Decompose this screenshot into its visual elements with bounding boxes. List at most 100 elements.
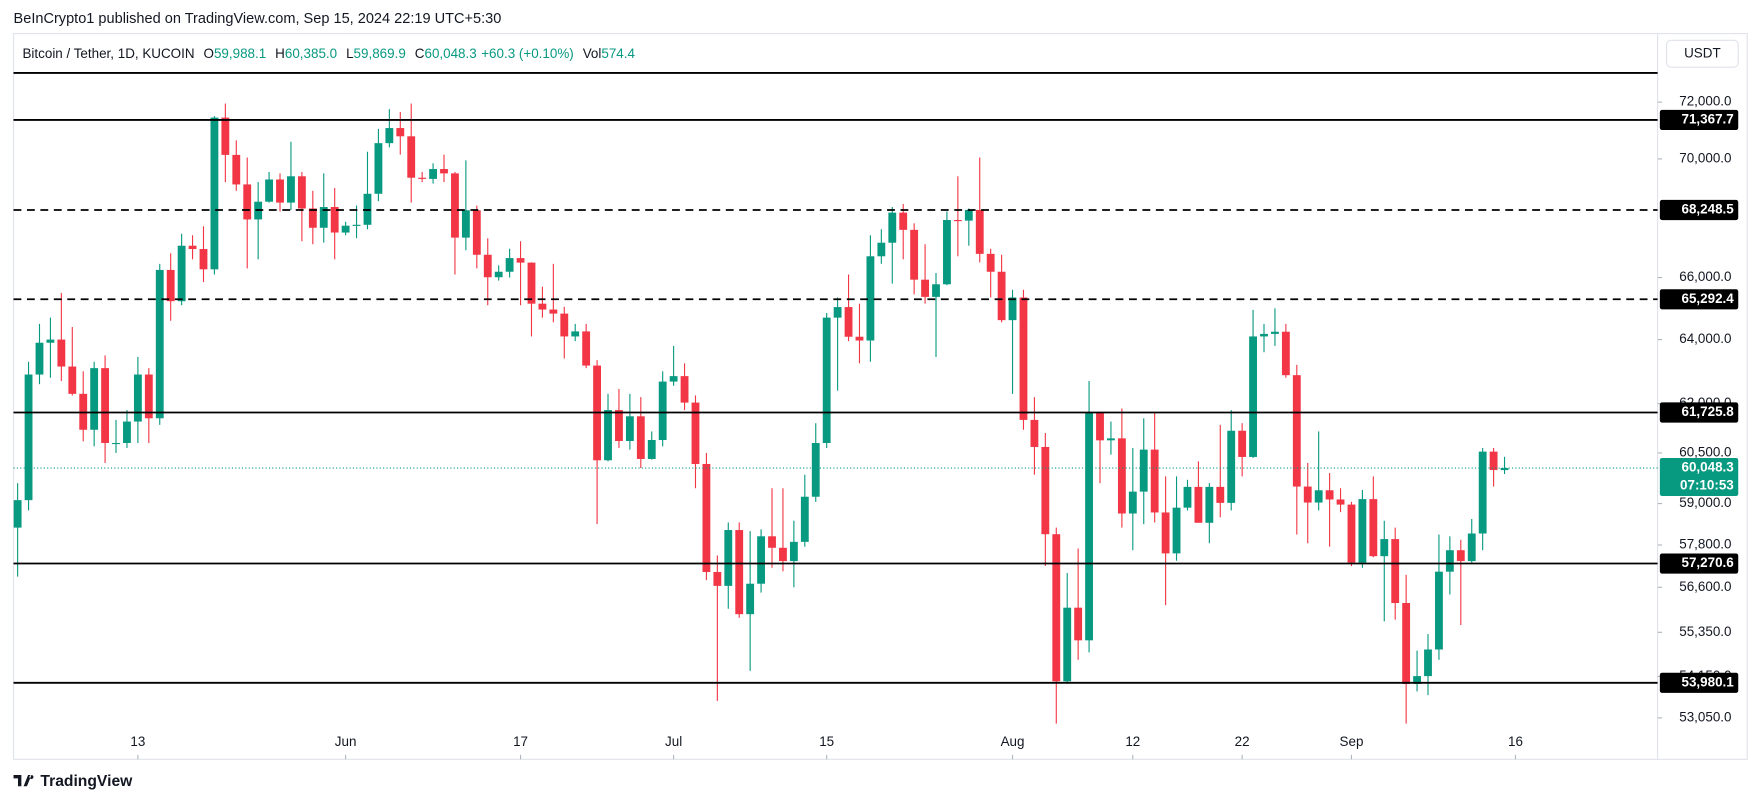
candle-body xyxy=(1445,550,1454,572)
candle-body xyxy=(1489,451,1498,471)
y-tick-label: 53,050.0 xyxy=(1679,709,1731,724)
candle-body xyxy=(647,439,656,459)
logo-mark xyxy=(13,775,34,787)
x-tick-label: 12 xyxy=(1125,734,1140,749)
candle-body xyxy=(330,207,339,233)
countdown: 07:10:53 xyxy=(1680,478,1734,493)
legend-value: 574.4 xyxy=(601,45,635,60)
level-label-box xyxy=(1659,672,1739,693)
candle-body xyxy=(1139,449,1148,492)
legend-key: Vol xyxy=(583,45,602,60)
candle-body xyxy=(516,258,525,263)
candle-body xyxy=(1150,449,1159,513)
footer-logo xyxy=(13,775,34,787)
publisher-line: BeInCrypto1 published on TradingView.com… xyxy=(14,11,502,27)
candle-body xyxy=(123,421,131,443)
candle-body xyxy=(1325,490,1334,500)
candle-body xyxy=(1347,504,1356,563)
candle-body xyxy=(1041,446,1050,535)
candle-body xyxy=(855,336,864,341)
x-tick-label: 22 xyxy=(1235,734,1250,749)
candle-body xyxy=(1303,486,1312,503)
candle-body xyxy=(1161,512,1170,554)
currency-label[interactable]: USDT xyxy=(1684,45,1721,60)
legend-value: 60,385.0 xyxy=(285,45,337,60)
candle-body xyxy=(986,253,995,272)
candle-body xyxy=(57,339,66,367)
candle-body xyxy=(1183,486,1192,508)
y-tick-label: 64,000.0 xyxy=(1679,331,1731,346)
candle-body xyxy=(1128,491,1137,514)
level-label: 57,270.6 xyxy=(1682,555,1734,570)
candle-body xyxy=(112,442,120,445)
candle-body xyxy=(418,177,427,179)
candle-body xyxy=(833,307,842,318)
level-label: 61,725.8 xyxy=(1682,404,1735,419)
candle-body xyxy=(505,258,514,272)
candle-body xyxy=(68,366,77,394)
candle-body xyxy=(1249,336,1257,457)
x-tick-label: 13 xyxy=(130,734,145,749)
candle-body xyxy=(997,271,1006,321)
x-tick-label: Sep xyxy=(1340,734,1364,749)
candle-body xyxy=(232,154,241,185)
candle-body xyxy=(13,500,22,528)
candle-body xyxy=(636,416,645,459)
legend-key: C xyxy=(415,45,425,60)
candle-body xyxy=(297,176,306,209)
candle-body xyxy=(177,245,186,302)
x-tick-label: 17 xyxy=(513,734,528,749)
y-tick-label: 57,800.0 xyxy=(1679,537,1731,552)
footer-brand: TradingView xyxy=(40,773,133,790)
candle-body xyxy=(877,242,886,257)
candle-body xyxy=(1467,533,1476,562)
candle-body xyxy=(352,224,361,226)
x-tick-label: Jul xyxy=(665,734,682,749)
candle-body xyxy=(1216,486,1225,503)
y-tick-label: 59,000.0 xyxy=(1679,495,1731,510)
candle-body xyxy=(669,376,678,382)
candle-body xyxy=(1435,571,1443,650)
candle-body xyxy=(1074,607,1083,641)
legend-key: L xyxy=(346,45,354,60)
candle-body xyxy=(1358,499,1367,563)
candle-body xyxy=(1117,438,1126,514)
candle-body xyxy=(35,342,44,375)
candle-body xyxy=(199,249,208,270)
candle-body xyxy=(964,209,973,221)
candle-body xyxy=(910,229,919,280)
candle-body xyxy=(472,210,481,255)
candle-body xyxy=(571,331,580,337)
chart-frame xyxy=(12,33,1748,760)
candle-body xyxy=(746,583,755,615)
legend-value: +60.3 (+0.10%) xyxy=(481,45,574,60)
candle-body xyxy=(560,313,569,337)
candle-body xyxy=(1292,375,1301,487)
candle-body xyxy=(494,271,503,278)
candle-body xyxy=(1456,550,1465,562)
currency-button[interactable] xyxy=(1666,39,1739,68)
x-tick-label: 15 xyxy=(819,734,834,749)
candle-body xyxy=(975,209,984,254)
candle-body xyxy=(1194,486,1203,523)
last-price-label: 60,048.3 xyxy=(1682,460,1734,475)
y-tick-label: 55,350.0 xyxy=(1679,624,1731,639)
candle-body xyxy=(90,368,99,430)
candle-body xyxy=(549,309,558,314)
candle-body xyxy=(1085,413,1093,641)
candle-body xyxy=(1380,539,1389,557)
candle-body xyxy=(1478,451,1487,534)
y-tick-label: 66,000.0 xyxy=(1679,269,1731,284)
candle-body xyxy=(144,374,153,419)
candle-body xyxy=(265,179,274,202)
candle-body xyxy=(166,269,175,302)
candle-body xyxy=(46,339,55,343)
candle-body xyxy=(768,536,776,548)
level-label-box xyxy=(1659,553,1739,574)
candle-body xyxy=(1019,297,1028,420)
y-tick-label: 72,000.0 xyxy=(1679,94,1731,109)
candle-body xyxy=(1008,297,1017,321)
candle-body xyxy=(680,376,689,403)
candle-body xyxy=(461,210,470,238)
